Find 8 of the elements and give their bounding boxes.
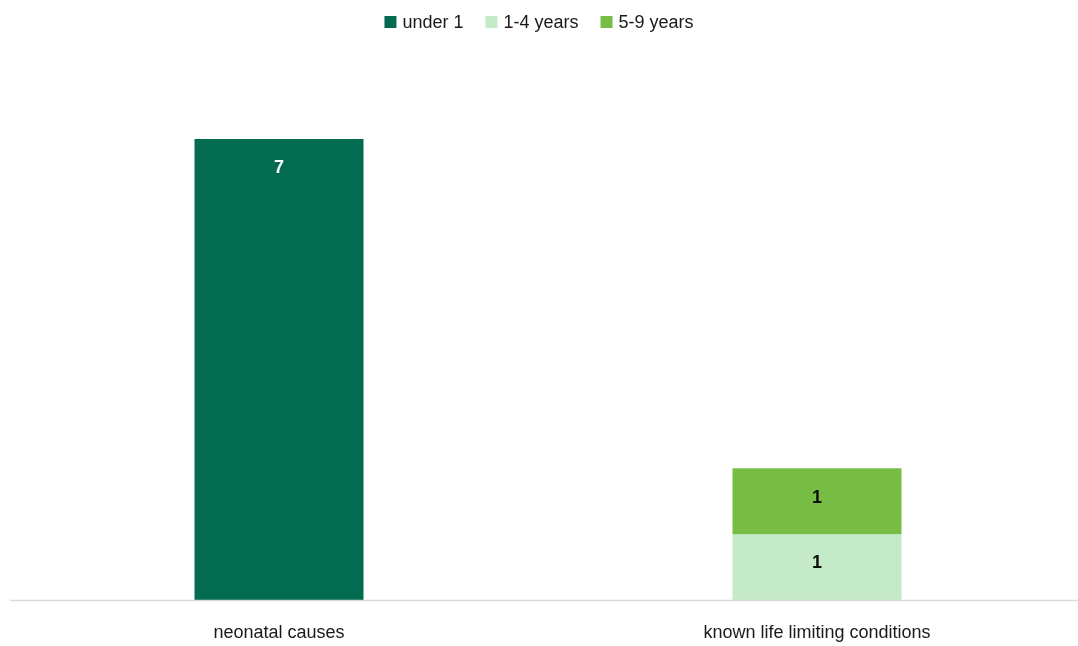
x-tick-label: known life limiting conditions	[703, 622, 931, 643]
legend-label: under 1	[402, 12, 464, 33]
legend-label: 1-4 years	[503, 12, 579, 33]
x-tick-label: neonatal causes	[213, 622, 345, 643]
data-label: 1	[811, 486, 823, 507]
data-label: 7	[273, 157, 285, 178]
legend-label: 5-9 years	[618, 12, 694, 33]
data-label: 1	[811, 552, 823, 573]
